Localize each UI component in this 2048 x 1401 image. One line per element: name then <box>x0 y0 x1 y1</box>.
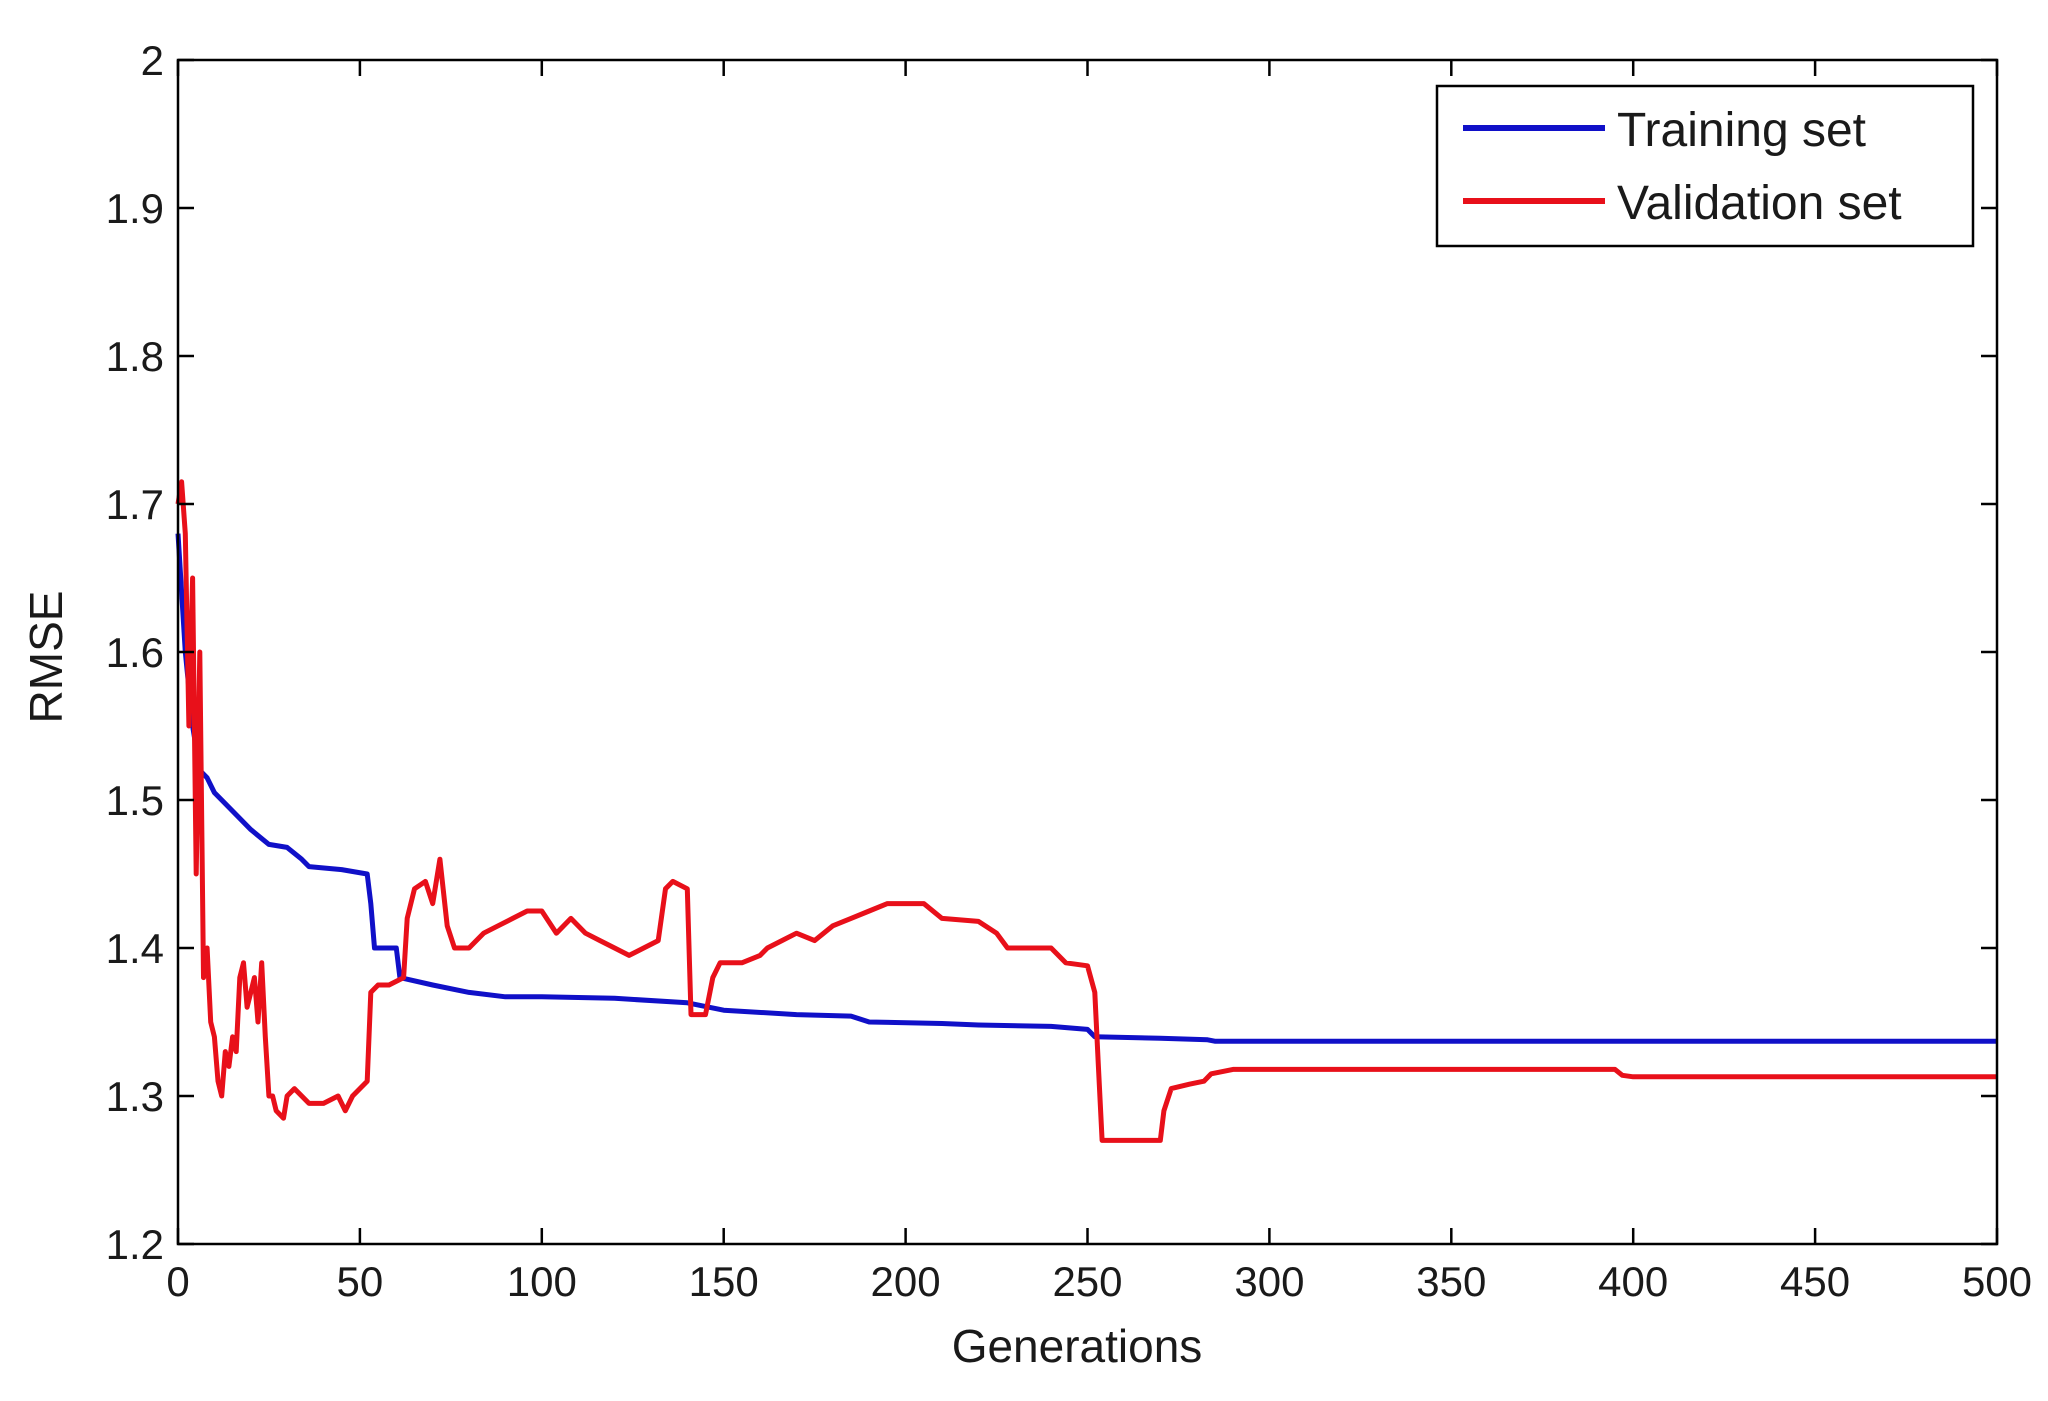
series-line-training-set <box>175 533 1997 1044</box>
y-axis-title: RMSE <box>20 591 72 724</box>
legend: Training set Validation set <box>1435 84 1975 248</box>
legend-label-training: Training set <box>1617 104 1866 157</box>
x-tick-label: 200 <box>871 1258 941 1305</box>
x-tick-label: 350 <box>1416 1258 1486 1305</box>
y-tick-label: 1.8 <box>106 333 164 380</box>
y-tick-label: 1.7 <box>106 481 164 528</box>
legend-label-validation: Validation set <box>1617 177 1902 230</box>
x-tick-label: 100 <box>507 1258 577 1305</box>
x-tick-label: 300 <box>1234 1258 1304 1305</box>
axes: 0 50 100 150 200 250 300 350 400 450 500 1.2 1.3 1.4 1… <box>106 37 2032 1305</box>
y-tick-label: 1.9 <box>106 185 164 232</box>
y-tick-label: 1.6 <box>106 629 164 676</box>
x-tick-label: 150 <box>689 1258 759 1305</box>
x-tick-label: 400 <box>1598 1258 1668 1305</box>
legend-box <box>1435 84 1975 248</box>
x-tick-label: 450 <box>1780 1258 1850 1305</box>
series-line-validation-set <box>175 479 1997 1143</box>
x-tick-label: 0 <box>166 1258 189 1305</box>
plot-area <box>175 479 1997 1143</box>
y-tick-label: 1.3 <box>106 1073 164 1120</box>
x-tick-label: 500 <box>1962 1258 2032 1305</box>
y-tick-label: 2 <box>141 37 164 84</box>
x-tick-label: 50 <box>337 1258 384 1305</box>
x-axis-title: Generations <box>952 1320 1203 1372</box>
y-tick-label: 1.4 <box>106 925 164 972</box>
x-tick-label: 250 <box>1052 1258 1122 1305</box>
y-tick-label: 1.5 <box>106 777 164 824</box>
y-tick-label: 1.2 <box>106 1221 164 1268</box>
